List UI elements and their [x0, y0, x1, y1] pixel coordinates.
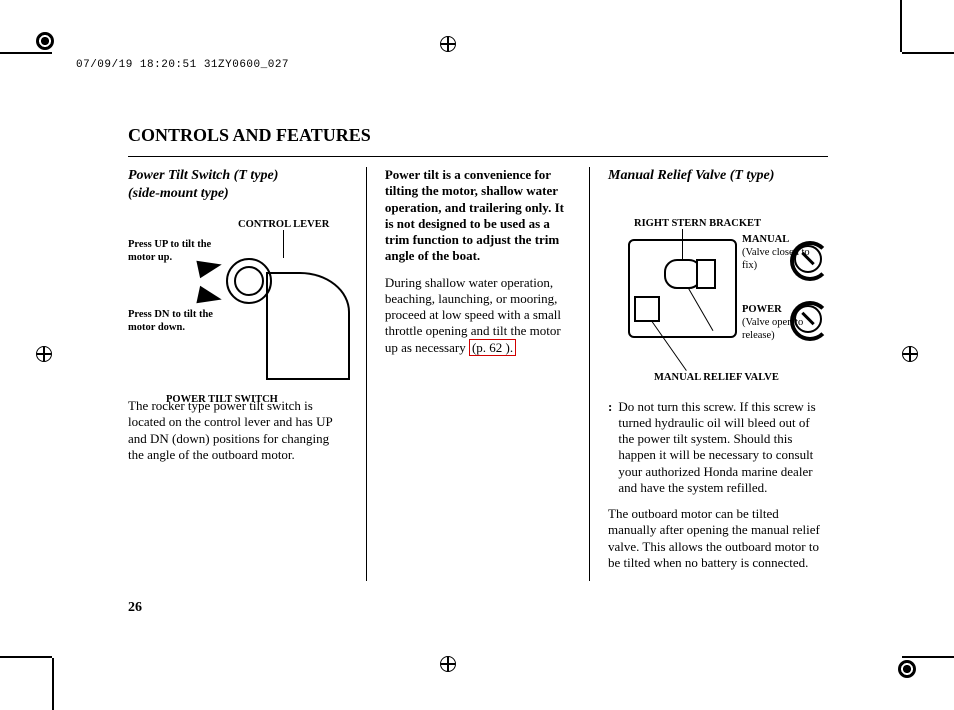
column-separator-1 — [366, 167, 367, 581]
caution-note: : Do not turn this screw. If this screw … — [608, 399, 828, 497]
figure-tilt-switch: CONTROL LEVER Press UP to tilt the motor… — [128, 218, 348, 388]
arrow-up-icon — [196, 256, 223, 279]
label-right-stern-bracket: RIGHT STERN BRACKET — [634, 217, 761, 230]
column-separator-2 — [589, 167, 590, 581]
label-manual-title: MANUAL — [742, 234, 789, 245]
col1-heading-l2: (side-mount type) — [128, 186, 229, 201]
crop-bl-v — [52, 658, 54, 710]
col1-body: The rocker type power tilt switch is loc… — [128, 398, 348, 463]
col2-body: During shallow water operation, beaching… — [385, 275, 571, 356]
cross-bottom — [440, 656, 456, 672]
col1-heading-l1: Power Tilt Switch (T type) — [128, 168, 278, 183]
label-press-dn: Press DN to tilt the motor down. — [128, 308, 240, 334]
lever-body-shape — [266, 272, 350, 344]
col3-body: The outboard motor can be tilted manuall… — [608, 506, 828, 571]
section-title: CONTROLS AND FEATURES — [128, 125, 828, 146]
leader-control-lever — [283, 230, 284, 258]
label-manual-sub: (Valve closed to fix) — [742, 247, 810, 271]
hex-bolt-shape — [634, 296, 660, 322]
label-power-title: POWER — [742, 304, 782, 315]
crop-br-h — [902, 656, 954, 658]
reg-mark-br — [898, 660, 916, 678]
print-timestamp: 07/09/19 18:20:51 31ZY0600_027 — [76, 59, 289, 71]
crop-tr-v — [900, 0, 902, 52]
col3-heading: Manual Relief Valve (T type) — [608, 167, 828, 185]
col1-heading: Power Tilt Switch (T type) (side-mount t… — [128, 167, 348, 202]
label-manual-relief-valve: MANUAL RELIEF VALVE — [654, 371, 779, 384]
cross-right — [902, 346, 918, 362]
page-number: 26 — [128, 600, 142, 616]
valve-cap-shape — [696, 259, 716, 289]
label-power: POWER (Valve open to release) — [742, 303, 826, 342]
label-manual: MANUAL (Valve closed to fix) — [742, 233, 826, 272]
col2-intro: Power tilt is a convenience for tilting … — [385, 167, 571, 265]
crop-tr-h — [902, 52, 954, 54]
columns: Power Tilt Switch (T type) (side-mount t… — [128, 167, 828, 581]
page-content: CONTROLS AND FEATURES Power Tilt Switch … — [128, 125, 828, 581]
lever-slot-shape — [234, 266, 264, 296]
arrow-down-icon — [196, 286, 223, 309]
title-rule — [128, 156, 828, 157]
label-power-sub: (Valve open to release) — [742, 317, 803, 341]
page-ref-62[interactable]: (p. 62 ). — [469, 339, 516, 356]
crop-tl-h — [0, 52, 52, 54]
lever-neck-shape — [266, 338, 350, 380]
cross-top — [440, 36, 456, 52]
crop-bl-h — [0, 656, 52, 658]
reg-mark-tl — [36, 32, 54, 50]
column-2: Power tilt is a convenience for tilting … — [385, 167, 571, 581]
column-1: Power Tilt Switch (T type) (side-mount t… — [128, 167, 348, 581]
caution-text: Do not turn this screw. If this screw is… — [618, 399, 828, 497]
label-power-tilt-switch: POWER TILT SWITCH — [166, 393, 278, 406]
cross-left — [36, 346, 52, 362]
column-3: Manual Relief Valve (T type) RIGHT STERN… — [608, 167, 828, 581]
caution-marker: : — [608, 399, 612, 497]
figure-relief-valve: RIGHT STERN BRACKET MANUAL (Valve closed… — [608, 201, 828, 391]
